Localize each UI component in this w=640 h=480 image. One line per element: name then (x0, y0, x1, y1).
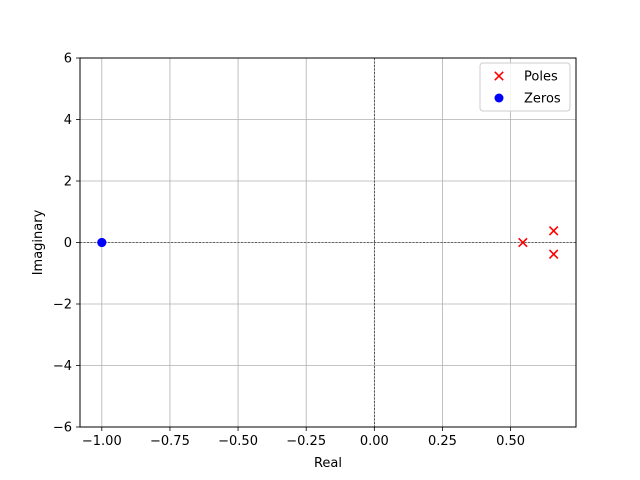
pole-marker (548, 249, 559, 259)
x-tick-label: 0.25 (428, 434, 457, 449)
pole-marker (518, 237, 528, 248)
x-tick-label: 0.00 (360, 434, 389, 449)
y-tick-label: 4 (64, 113, 72, 128)
pole-marker (548, 226, 559, 236)
y-tick-label: −2 (53, 298, 72, 313)
x-tick-label: −0.25 (286, 434, 326, 449)
y-tick-label: −4 (53, 359, 72, 374)
x-axis-label: Real (314, 456, 342, 471)
x-tick-label: −0.75 (150, 434, 190, 449)
y-tick-label: 2 (64, 175, 72, 190)
legend-label: Poles (524, 70, 558, 85)
x-tick-label: −1.00 (82, 434, 122, 449)
legend-zero-marker (494, 93, 504, 103)
x-tick-label: 0.50 (496, 434, 525, 449)
y-axis-label: Imaginary (31, 209, 46, 275)
data-marks (97, 226, 559, 259)
y-tick-label: −6 (53, 421, 72, 436)
legend-pole-marker (494, 71, 504, 81)
y-tick-label: 0 (64, 236, 72, 251)
legend-label: Zeros (524, 92, 561, 107)
x-tick-label: −0.50 (218, 434, 258, 449)
y-tick-label: 6 (64, 52, 72, 67)
zero-marker (97, 238, 107, 247)
axis-ticks: −1.00 −0.75 −0.50 −0.25 0.00 0.25 0.50 −6 −4 −2 0 2… (53, 52, 525, 450)
reference-lines (80, 58, 576, 427)
legend: Poles Zeros (479, 62, 571, 112)
